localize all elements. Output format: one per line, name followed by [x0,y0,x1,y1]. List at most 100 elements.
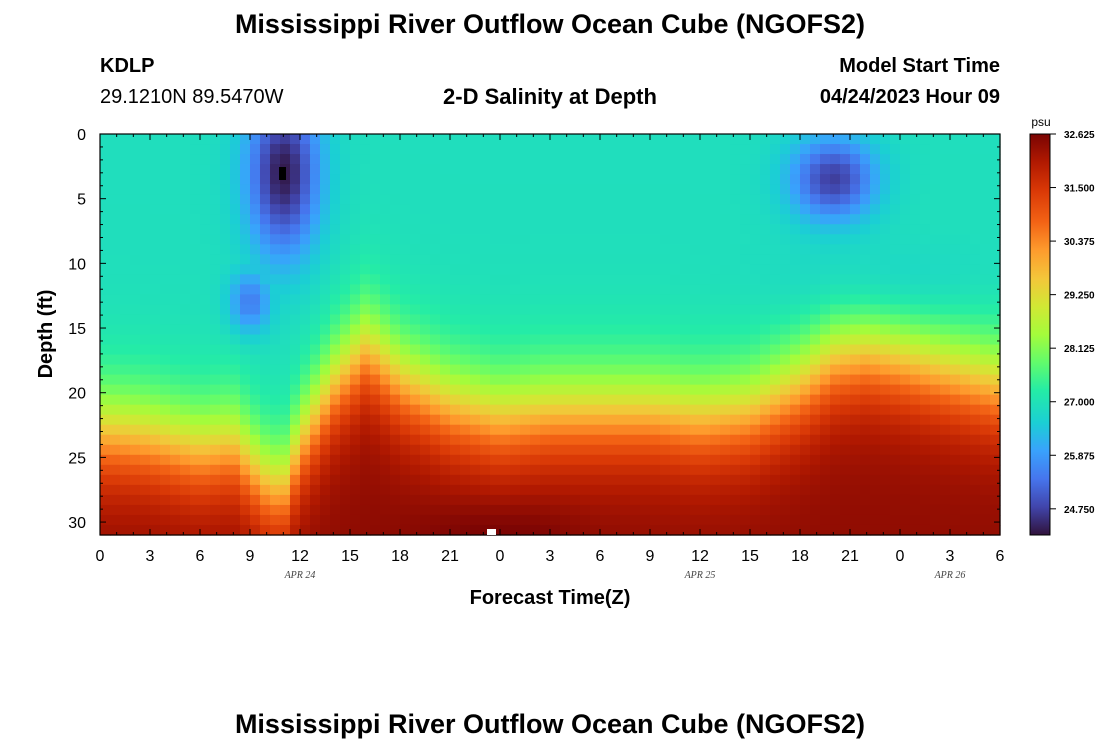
heatmap-cell [140,304,151,316]
heatmap-cell [960,434,971,446]
heatmap-cell [440,264,451,275]
heatmap-cell [690,134,701,145]
heatmap-cell [840,434,851,446]
heatmap-cell [910,494,921,506]
heatmap-cell [870,504,881,516]
heatmap-cell [130,424,141,436]
heatmap-cell [130,464,141,476]
heatmap-cell [830,404,841,416]
heatmap-cell [920,214,931,225]
heatmap-cell [360,134,371,145]
heatmap-cell [690,234,701,245]
heatmap-cell [690,424,701,436]
heatmap-cell [670,384,681,396]
heatmap-cell [620,514,631,526]
heatmap-cell [160,514,171,526]
heatmap-cell [620,304,631,316]
heatmap-cell [600,374,611,386]
heatmap-cell [740,224,751,235]
heatmap-cell [880,494,891,506]
heatmap-cell [480,454,491,466]
heatmap-cell [550,314,561,326]
heatmap-cell [140,384,151,396]
heatmap-cell [120,224,131,235]
heatmap-cell [280,314,291,326]
heatmap-cell [380,164,391,175]
heatmap-cell [530,424,541,436]
heatmap-cell [120,244,131,255]
heatmap-cell [850,404,861,416]
heatmap-cell [580,134,591,145]
heatmap-cell [250,404,261,416]
heatmap-cell [930,224,941,235]
heatmap-cell [100,224,111,235]
heatmap-cell [950,494,961,506]
heatmap-cell [300,424,311,436]
heatmap-cell [240,454,251,466]
heatmap-cell [570,264,581,275]
heatmap-cell [180,494,191,506]
heatmap-cell [210,354,221,366]
y-tick-label: 10 [68,256,86,273]
heatmap-cell [240,444,251,456]
heatmap-cell [400,154,411,165]
heatmap-cell [600,344,611,356]
heatmap-cell [280,434,291,446]
heatmap-cell [470,464,481,476]
heatmap-cell [450,154,461,165]
heatmap-cell [770,494,781,506]
heatmap-cell [830,184,841,195]
heatmap-cell [540,254,551,265]
heatmap-cell [930,454,941,466]
heatmap-cell [900,284,911,296]
heatmap-cell [600,224,611,235]
heatmap-cell [980,204,991,215]
heatmap-cell [840,344,851,356]
heatmap-cell [780,394,791,406]
heatmap-cell [820,244,831,255]
heatmap-cell [370,384,381,396]
heatmap-cell [840,304,851,316]
heatmap-cell [590,244,601,255]
heatmap-cell [890,444,901,456]
heatmap-cell [430,344,441,356]
heatmap-cell [130,224,141,235]
heatmap-cell [140,274,151,285]
heatmap-cell [940,234,951,245]
heatmap-cell [580,294,591,306]
heatmap-cell [900,354,911,366]
heatmap-cell [160,244,171,255]
heatmap-cell [840,354,851,366]
heatmap-cell [260,364,271,376]
heatmap-cell [500,374,511,386]
heatmap-cell [490,204,501,215]
heatmap-cell [460,304,471,316]
heatmap-cell [160,194,171,205]
heatmap-cell [550,144,561,155]
heatmap-cell [190,284,201,296]
heatmap-cell [700,244,711,255]
heatmap-cell [700,284,711,296]
heatmap-cell [500,204,511,215]
heatmap-cell [780,164,791,175]
heatmap-cell [890,384,901,396]
heatmap-cell [470,294,481,306]
heatmap-cell [640,164,651,175]
heatmap-cell [490,284,501,296]
heatmap-cell [820,414,831,426]
heatmap-cell [800,284,811,296]
heatmap-cell [230,364,241,376]
heatmap-cell [610,204,621,215]
heatmap-cell [510,194,521,205]
heatmap-cell [680,454,691,466]
heatmap-cell [410,524,421,536]
heatmap-cell [340,394,351,406]
heatmap-cell [750,324,761,336]
heatmap-cell [500,184,511,195]
heatmap-cell [900,484,911,496]
heatmap-cell [340,494,351,506]
heatmap-cell [270,204,281,215]
heatmap-cell [850,514,861,526]
heatmap-cell [590,214,601,225]
heatmap-cell [340,274,351,285]
